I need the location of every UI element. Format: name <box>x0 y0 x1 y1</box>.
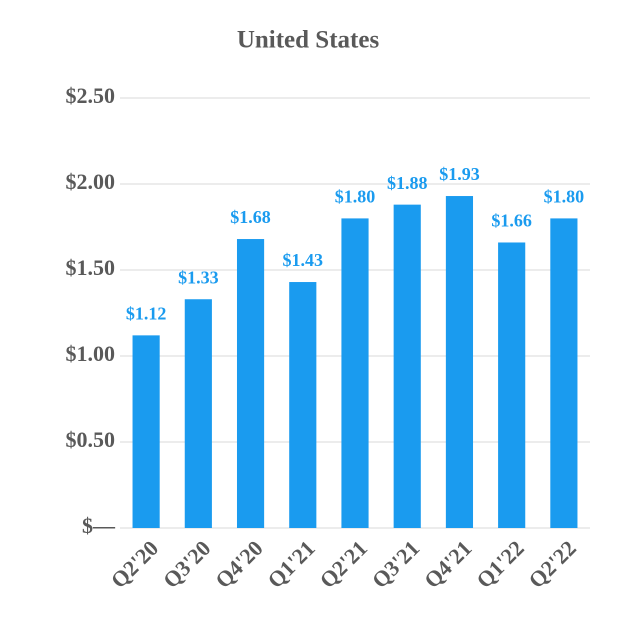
value-label: $1.12 <box>126 303 167 323</box>
x-tick-label: Q2'21 <box>315 535 372 592</box>
bar <box>550 218 578 528</box>
value-label: $1.68 <box>230 207 271 227</box>
value-label: $1.43 <box>283 250 324 270</box>
y-tick-label: $1.00 <box>66 341 116 366</box>
y-tick-label: $1.50 <box>66 255 116 280</box>
bar <box>289 282 317 528</box>
x-tick-label: Q4'21 <box>419 535 476 592</box>
x-tick-label: Q2'22 <box>524 535 581 592</box>
y-tick-label: $2.50 <box>66 83 116 108</box>
x-tick-label: Q1'21 <box>262 535 319 592</box>
x-tick-label: Q4'20 <box>210 535 267 592</box>
bar <box>445 196 474 529</box>
bar <box>184 299 212 528</box>
value-label: $1.88 <box>387 173 428 193</box>
x-tick-label: Q3'20 <box>158 535 215 592</box>
bar <box>132 335 160 528</box>
y-tick-label: $2.00 <box>66 169 116 194</box>
bar <box>498 242 526 529</box>
x-tick-label: Q3'21 <box>367 535 424 592</box>
y-tick-label: $0.50 <box>66 427 116 452</box>
value-label: $1.80 <box>335 187 376 207</box>
bar <box>341 218 369 528</box>
x-tick-label: Q1'22 <box>471 535 528 592</box>
bar <box>393 204 421 528</box>
value-label: $1.66 <box>491 211 532 231</box>
x-tick-label: Q2'20 <box>106 535 163 592</box>
value-label: $1.33 <box>178 267 219 287</box>
chart-title: United States <box>237 27 380 54</box>
y-tick-label: $— <box>82 513 116 538</box>
value-label: $1.93 <box>439 164 480 184</box>
value-label: $1.80 <box>544 187 585 207</box>
bar <box>236 239 265 529</box>
